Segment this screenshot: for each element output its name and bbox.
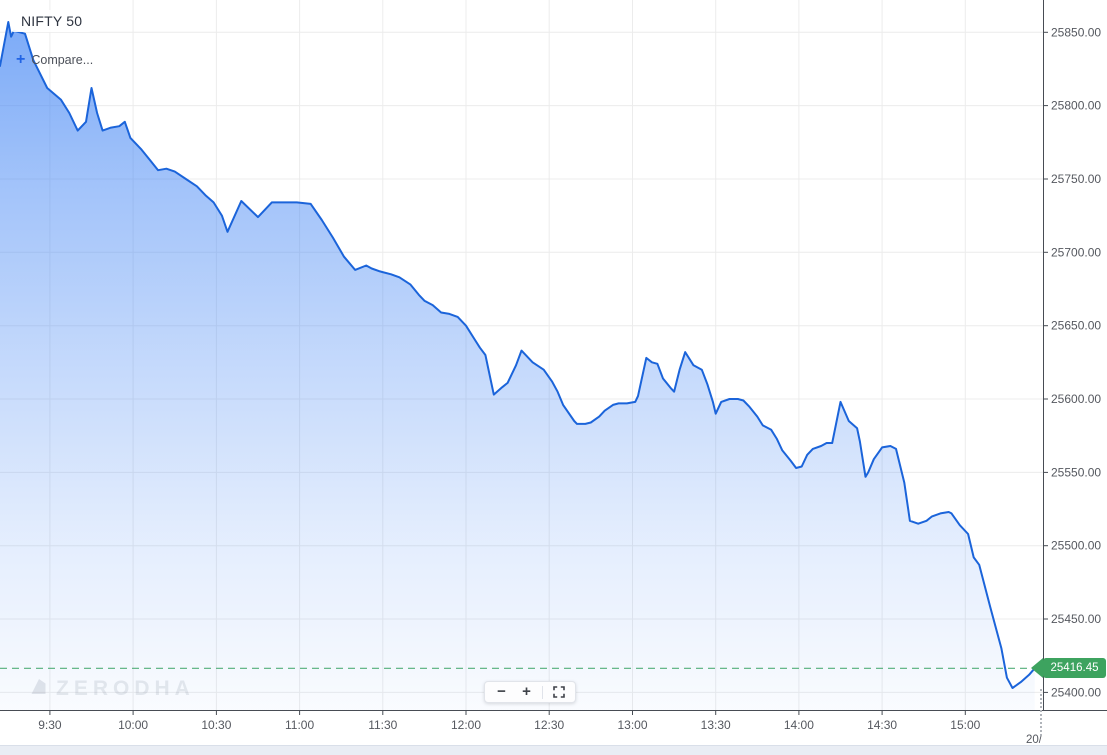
fullscreen-button[interactable] — [546, 682, 571, 702]
y-axis-label: 25750.00 — [1051, 172, 1101, 186]
x-axis-label: 13:30 — [701, 718, 731, 732]
y-axis-label: 25450.00 — [1051, 612, 1101, 626]
next-session-date-label: 20/ — [1026, 734, 1042, 746]
compare-label: Compare... — [31, 53, 94, 67]
x-axis-label: 9:30 — [38, 718, 62, 732]
zoom-out-button[interactable]: − — [489, 682, 514, 702]
x-axis-label: 10:00 — [118, 718, 148, 732]
symbol-legend[interactable]: NIFTY 50 — [12, 10, 92, 32]
x-axis-label: 11:30 — [368, 718, 397, 732]
y-axis-label: 25850.00 — [1051, 25, 1101, 39]
symbol-title: NIFTY 50 — [21, 13, 83, 29]
y-axis-label: 25600.00 — [1051, 392, 1101, 406]
fullscreen-icon — [552, 686, 565, 698]
x-axis-label: 11:00 — [285, 718, 314, 732]
y-axis-label: 25500.00 — [1051, 539, 1101, 553]
x-axis-label: 10:30 — [201, 718, 231, 732]
last-price-value: 25416.45 — [1050, 662, 1099, 674]
bottom-panel-strip — [0, 745, 1107, 755]
compare-button[interactable]: + Compare... — [16, 51, 94, 68]
y-axis-label: 25550.00 — [1051, 465, 1101, 479]
zoom-in-button[interactable]: + — [514, 682, 539, 702]
y-axis-label: 25800.00 — [1051, 99, 1101, 113]
session-break-dotted-line — [1040, 689, 1042, 736]
toolbar-divider — [542, 685, 543, 699]
y-axis-label: 25650.00 — [1051, 319, 1101, 333]
price-line — [0, 21, 1036, 689]
x-axis-label: 14:00 — [784, 718, 814, 732]
x-axis-label: 15:00 — [950, 718, 980, 732]
plus-icon: + — [16, 51, 26, 68]
last-price-tag[interactable]: 25416.45 — [1031, 658, 1106, 678]
x-axis-label: 12:30 — [534, 718, 564, 732]
area-fill — [0, 22, 1035, 710]
y-axis-label: 25400.00 — [1051, 685, 1101, 699]
chart-zoom-toolbar: − + — [484, 681, 576, 703]
x-axis-label: 12:00 — [451, 718, 481, 732]
x-axis-label: 13:00 — [617, 718, 647, 732]
y-axis-label: 25700.00 — [1051, 245, 1101, 259]
x-axis-label: 14:30 — [867, 718, 897, 732]
